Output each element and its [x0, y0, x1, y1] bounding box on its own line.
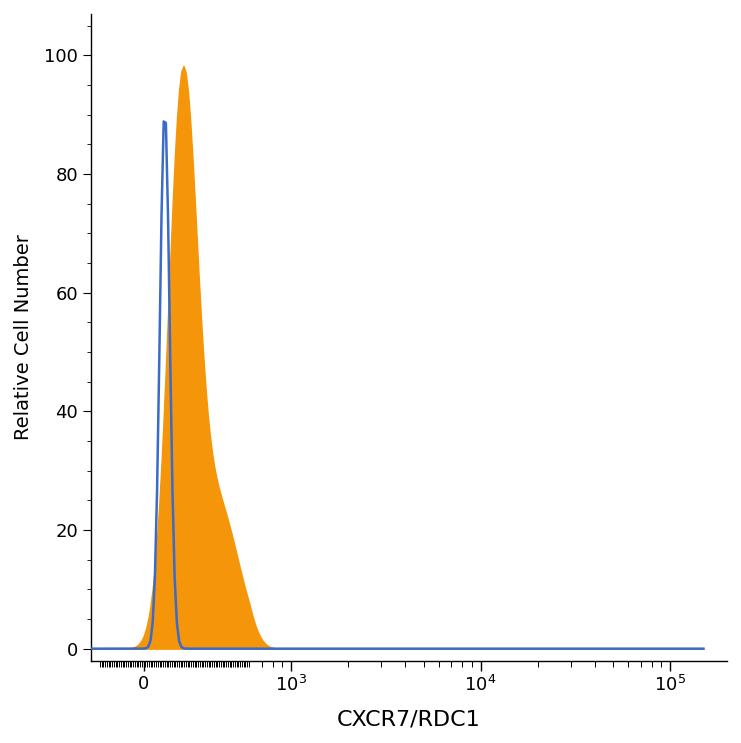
- X-axis label: CXCR7/RDC1: CXCR7/RDC1: [337, 709, 481, 729]
- Y-axis label: Relative Cell Number: Relative Cell Number: [14, 234, 33, 440]
